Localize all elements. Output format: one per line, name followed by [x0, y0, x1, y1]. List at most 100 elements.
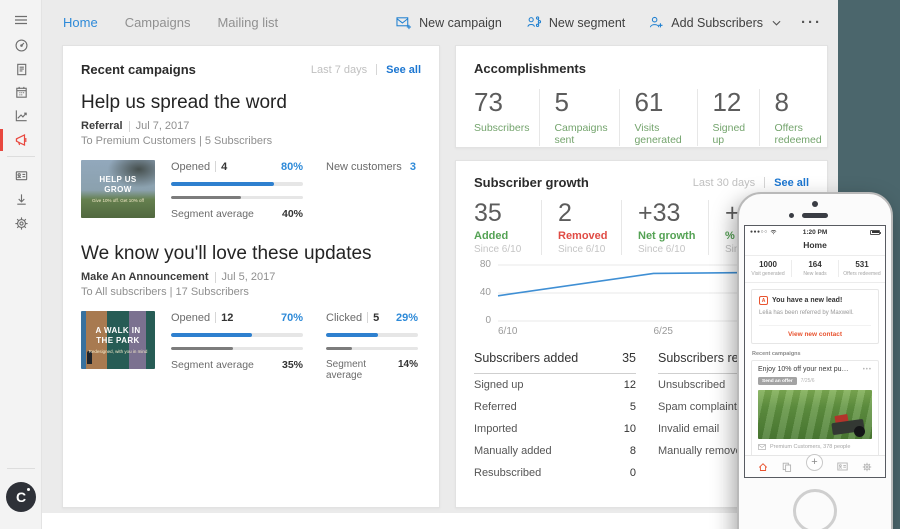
next-panel-edge	[42, 513, 838, 529]
avatar-letter: C	[16, 489, 26, 505]
add-tab-button: +	[806, 454, 823, 471]
campaign-audience: To Premium Customers | 5 Subscribers	[81, 135, 421, 147]
tab-campaigns[interactable]: Campaigns	[125, 15, 191, 30]
campaign-title[interactable]: Help us spread the word	[81, 92, 421, 114]
thumbnail-subtext: Give 10% off. Get 10% off	[87, 198, 150, 203]
sidebar-divider	[7, 468, 35, 469]
phone-screen: ●●●○○ 1:20 PM Home 1000 Visit generated …	[744, 225, 886, 478]
journal-icon[interactable]	[0, 57, 42, 81]
divider	[215, 312, 216, 323]
envelope-icon	[758, 444, 766, 450]
battery-icon	[870, 230, 880, 235]
divider	[215, 272, 216, 283]
phone-recent-campaigns-label: Recent campaigns	[752, 351, 878, 357]
metric-percent: 70%	[281, 312, 303, 324]
chart-y-axis: 04080	[474, 265, 498, 321]
stat-added: 35 Added Since 6/10	[474, 200, 541, 255]
campaign-audience: To All subscribers | 17 Subscribers	[81, 286, 421, 298]
menu-icon[interactable]	[0, 8, 42, 32]
new-customers-stat: New customers 3	[326, 160, 416, 173]
list-item: Manually added8	[474, 440, 636, 462]
ellipsis-icon: •••	[863, 367, 872, 373]
phone-stat: 164 New leads	[791, 260, 838, 277]
phone-page-title: Home	[745, 237, 885, 256]
segment-average-percent: 35%	[282, 359, 303, 371]
metric-clicked: Clicked 5 29% Segment average 14%	[326, 311, 418, 381]
recent-campaigns-panel: Recent campaigns Last 7 days See all Hel…	[62, 45, 440, 508]
metric-progress-bar	[326, 333, 418, 337]
stat-signed-up: 12 Signed up	[697, 89, 759, 146]
sidebar: C	[0, 0, 42, 529]
campaign-type: Referral	[81, 120, 123, 132]
list-item: Signed up12	[474, 374, 636, 396]
stat-subscribers: 73 Subscribers	[474, 89, 539, 146]
list-item: Resubscribed0	[474, 462, 636, 484]
home-tab-icon	[758, 462, 768, 472]
avatar[interactable]: C	[6, 482, 36, 512]
campaign-thumbnail[interactable]: HELP US GROW Give 10% off. Get 10% off	[81, 160, 155, 218]
segment-average-percent: 40%	[282, 208, 303, 220]
segment-average-label: Segment average	[171, 208, 254, 220]
view-new-contact-link: View new contact	[759, 325, 871, 343]
add-subscribers-icon	[649, 15, 664, 30]
thumbnail-subtext: Redesigned, with you in mind	[87, 349, 150, 354]
stat-net-growth: +33 Net growth Since 6/10	[621, 200, 708, 255]
metric-opened: Opened 4 80% Segment average 40%	[171, 160, 303, 220]
more-options-button[interactable]: ···	[801, 14, 822, 31]
campaign-tag: Send an offer	[758, 377, 797, 385]
calendar-icon[interactable]	[0, 80, 42, 104]
new-campaign-button[interactable]: New campaign	[396, 15, 502, 30]
phone-stat: 531 Offers redeemed	[838, 260, 885, 277]
settings-icon[interactable]	[0, 211, 42, 235]
phone-stats-row: 1000 Visit generated 164 New leads 531 O…	[745, 256, 885, 283]
lawn-mower-photo	[758, 390, 872, 439]
panel-title: Accomplishments	[474, 61, 586, 76]
metric-percent: 29%	[396, 312, 418, 324]
panel-title: Recent campaigns	[81, 62, 196, 77]
subscribers-added-list: Subscribers added 35 Signed up12 Referre…	[474, 351, 636, 484]
new-lead-icon: A	[759, 296, 768, 305]
campaign-item: Help us spread the word Referral Jul 7, …	[81, 92, 421, 220]
nav-actions: New campaign New segment Add Subscribers…	[396, 14, 838, 31]
contacts-icon[interactable]	[0, 163, 42, 187]
campaigns-icon[interactable]	[0, 128, 42, 152]
chevron-down-icon	[772, 20, 781, 26]
analytics-icon[interactable]	[0, 103, 42, 127]
phone-clock: 1:20 PM	[745, 229, 885, 236]
campaign-item: We know you'll love these updates Make A…	[81, 243, 421, 381]
download-icon[interactable]	[0, 187, 42, 211]
list-item: Imported10	[474, 418, 636, 440]
app-window: C Home Campaigns Mailing list New campai…	[0, 0, 900, 529]
campaign-thumbnail[interactable]: A WALK IN THE PARK Redesigned, with you …	[81, 311, 155, 369]
campaign-meta: Referral Jul 7, 2017	[81, 120, 421, 132]
see-all-link[interactable]: See all	[774, 177, 809, 189]
date-range-label: Last 7 days	[311, 64, 367, 76]
metric-progress-bar	[171, 333, 303, 337]
contacts-tab-icon	[837, 462, 848, 471]
stat-offers-redeemed: 8 Offers redeemed	[759, 89, 831, 146]
segment-average-bar	[171, 347, 303, 350]
stat-visits-generated: 61 Visits generated	[619, 89, 697, 146]
divider	[129, 121, 130, 132]
tab-home[interactable]: Home	[63, 15, 98, 30]
phone-mockup: ●●●○○ 1:20 PM Home 1000 Visit generated …	[737, 192, 893, 529]
campaign-title[interactable]: We know you'll love these updates	[81, 243, 421, 265]
top-navigation: Home Campaigns Mailing list New campaign…	[42, 0, 838, 45]
phone-sensor	[789, 213, 794, 218]
tab-mailing-list[interactable]: Mailing list	[217, 15, 278, 30]
see-all-link[interactable]: See all	[386, 64, 421, 76]
phone-stat: 1000 Visit generated	[745, 260, 791, 277]
phone-home-button	[793, 489, 837, 529]
nav-tabs: Home Campaigns Mailing list	[42, 15, 278, 30]
new-segment-icon	[526, 15, 542, 30]
divider	[367, 312, 368, 323]
dashboard-icon[interactable]	[0, 33, 42, 57]
segment-average-bar	[326, 347, 418, 350]
new-lead-notification: A You have a new lead! Lelia has been re…	[751, 289, 879, 344]
phone-campaign-card: Enjoy 10% off your next pu… ••• Send an …	[751, 360, 879, 468]
add-subscribers-button[interactable]: Add Subscribers	[649, 15, 781, 30]
new-segment-button[interactable]: New segment	[526, 15, 625, 30]
panel-title: Subscriber growth	[474, 175, 589, 190]
stat-removed: 2 Removed Since 6/10	[541, 200, 621, 255]
thumbnail-headline: A WALK IN THE PARK	[87, 326, 150, 346]
